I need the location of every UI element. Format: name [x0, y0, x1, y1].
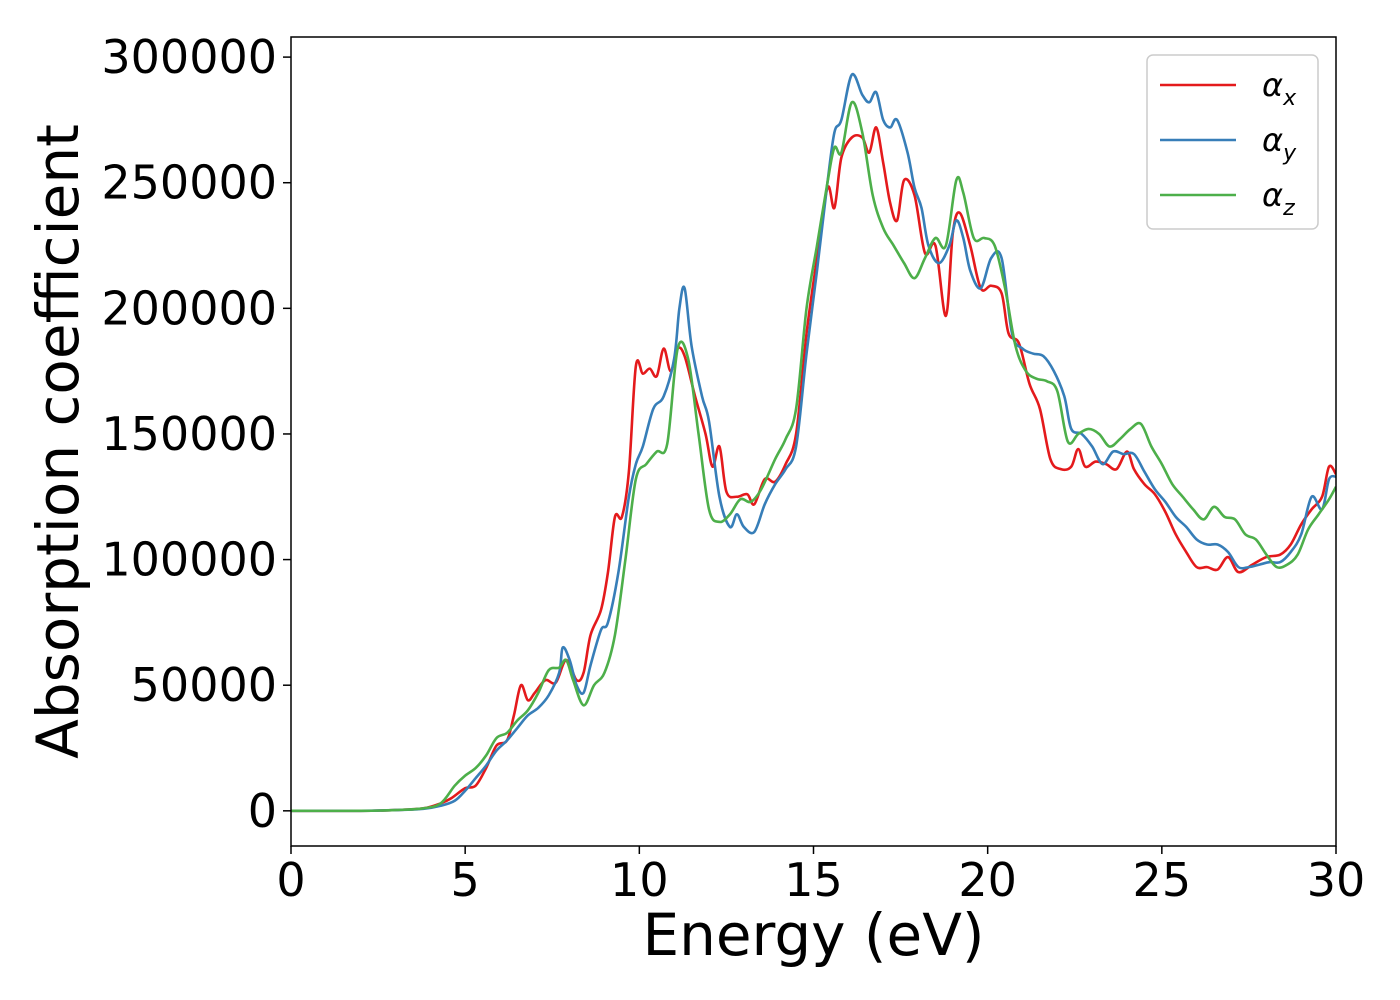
- series-layer: [291, 72, 1336, 813]
- series-line-z: [291, 100, 1336, 813]
- x-tick-label: 0: [276, 853, 305, 907]
- x-tick-label: 5: [451, 853, 480, 907]
- series-line-y: [291, 72, 1336, 813]
- x-tick-label: 25: [1133, 853, 1192, 907]
- x-tick-label: 30: [1307, 853, 1366, 907]
- y-tick-label: 200000: [101, 281, 277, 335]
- y-tick-label: 0: [248, 784, 277, 838]
- legend-label-y: αy: [1262, 121, 1297, 166]
- legend: αx αy αz: [1146, 54, 1319, 230]
- legend-label-x: αx: [1262, 66, 1297, 111]
- y-tick-label: 300000: [101, 30, 277, 84]
- y-tick-label: 150000: [101, 407, 277, 461]
- x-tick-label: 15: [784, 853, 843, 907]
- y-tick-label: 100000: [101, 533, 277, 587]
- y-tick-label: 250000: [101, 156, 277, 210]
- x-axis-title: Energy (eV): [642, 901, 984, 969]
- legend-label-z: αz: [1262, 176, 1295, 221]
- x-tick-label: 20: [958, 853, 1017, 907]
- y-axis: 0 50000 100000 150000 200000 250000 300000: [101, 30, 291, 838]
- x-tick-label: 10: [610, 853, 669, 907]
- legend-box: [1146, 54, 1319, 230]
- x-axis: 0 5 10 15 20 25 30: [276, 846, 1365, 907]
- y-tick-label: 50000: [131, 658, 277, 712]
- y-axis-title: Absorption coefficient: [24, 124, 92, 759]
